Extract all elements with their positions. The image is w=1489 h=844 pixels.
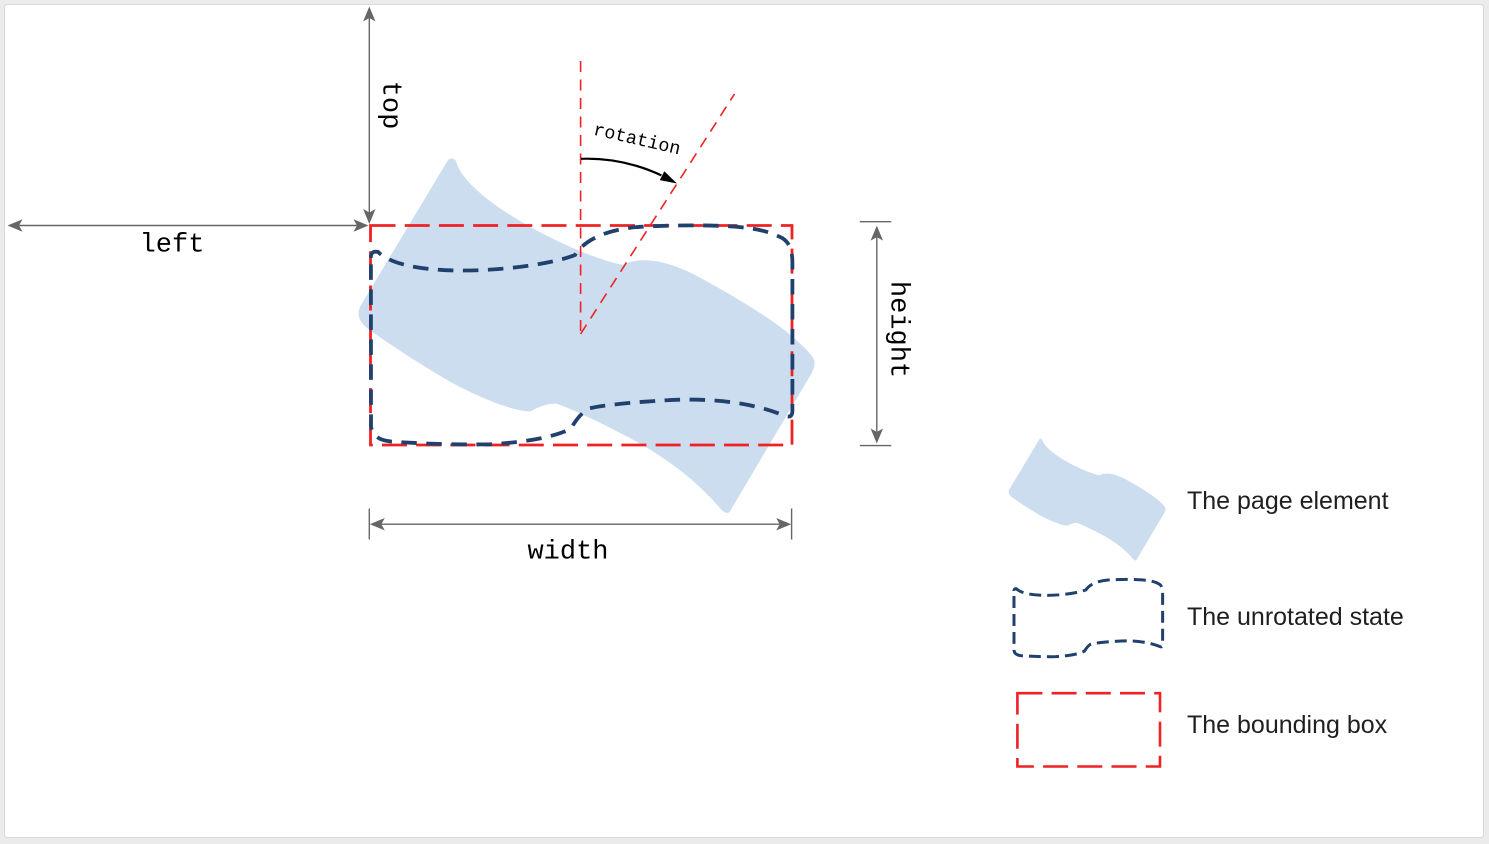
svg-text:height: height: [883, 281, 913, 378]
svg-text:The unrotated state: The unrotated state: [1187, 603, 1404, 631]
svg-text:The bounding box: The bounding box: [1187, 711, 1388, 739]
svg-text:top: top: [375, 81, 405, 130]
svg-text:left: left: [140, 231, 205, 261]
svg-text:The page element: The page element: [1187, 487, 1389, 515]
svg-text:width: width: [527, 538, 608, 568]
